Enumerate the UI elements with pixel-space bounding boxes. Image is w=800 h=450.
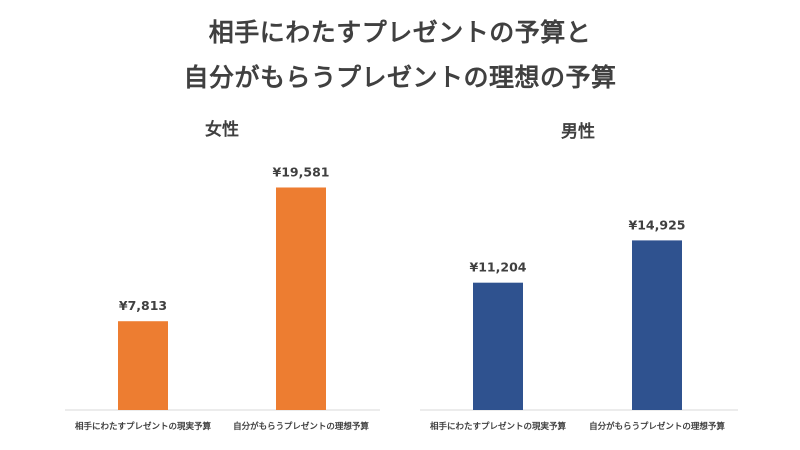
chart-title-line-2: 自分がもらうプレゼントの理想の予算	[183, 63, 617, 92]
female-panel-title: 女性	[205, 119, 239, 140]
male-bar-1	[473, 282, 523, 410]
female-bar-2	[276, 187, 326, 410]
female-category-label-2: 自分がもらうプレゼントの理想予算	[233, 421, 369, 432]
male-category-label-2: 自分がもらうプレゼントの理想予算	[589, 421, 725, 432]
female-bar-1	[118, 321, 168, 410]
male-panel-title: 男性	[561, 121, 595, 142]
female-category-label-1: 相手にわたすプレゼントの現実予算	[75, 421, 212, 432]
male-category-label-1: 相手にわたすプレゼントの現実予算	[430, 421, 567, 432]
male-bar-2	[632, 240, 682, 410]
female-data-label-2: ¥19,581	[273, 164, 330, 179]
chart-title-line-1: 相手にわたすプレゼントの予算と	[208, 18, 592, 47]
male-data-label-2: ¥14,925	[629, 217, 686, 232]
male-data-label-1: ¥11,204	[470, 260, 527, 275]
female-data-label-1: ¥7,813	[119, 298, 167, 313]
